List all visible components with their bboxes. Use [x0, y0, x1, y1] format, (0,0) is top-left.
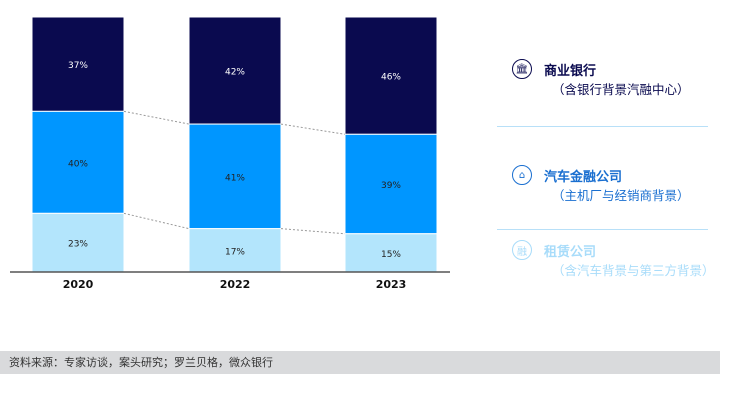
x-tick-label: 2022 [220, 278, 251, 291]
bar-segment [344, 133, 438, 235]
lease-icon: 融 [512, 240, 532, 260]
connector-line [123, 212, 190, 230]
bar-segment [31, 110, 125, 214]
bank-icon: 🏛 [512, 59, 532, 79]
bar-segment [31, 212, 125, 273]
connector-line [280, 123, 346, 135]
divider [497, 126, 708, 127]
bar-segment [188, 228, 282, 273]
data-label: 37% [68, 61, 88, 71]
data-label: 41% [225, 173, 245, 183]
divider [497, 229, 708, 230]
data-label: 39% [381, 181, 401, 191]
data-label: 40% [68, 159, 88, 169]
source-footer: 资料来源：专家访谈，案头研究；罗兰贝格，微众银行 [0, 351, 720, 374]
house-gear-icon: ⌂ [512, 165, 532, 185]
data-label: 42% [225, 68, 245, 78]
data-label: 23% [68, 240, 88, 250]
x-tick-label: 2020 [63, 278, 94, 291]
x-tick-label: 2023 [376, 278, 407, 291]
data-label: 15% [381, 250, 401, 260]
data-label: 46% [381, 73, 401, 83]
connector-line [280, 228, 346, 235]
bar-segment [188, 16, 282, 125]
stacked-bar-chart: 37% 40% 23% 2020 42% 41% 17% 2022 46% 39% 15% 2023 [10, 16, 450, 291]
bar-segment [31, 16, 125, 112]
bar-segment [188, 123, 282, 230]
data-label: 17% [225, 247, 245, 257]
connector-line [123, 110, 190, 125]
